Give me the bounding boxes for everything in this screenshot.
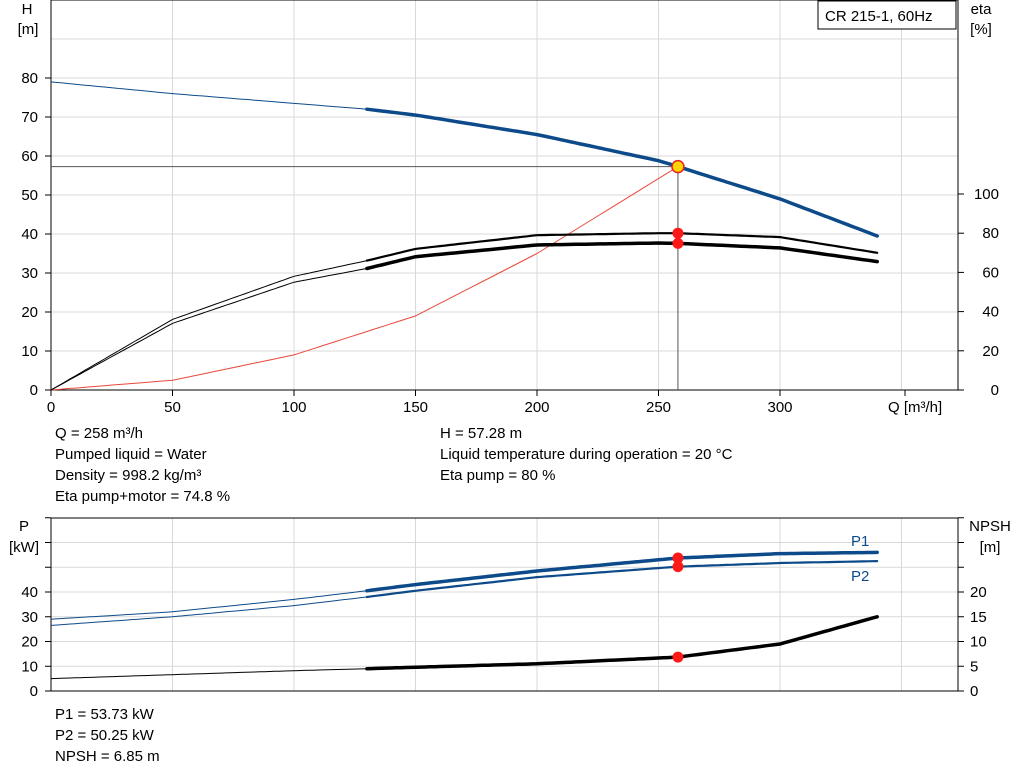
bottom-info: P1 = 53.73 kW P2 = 50.25 kW NPSH = 6.85 …: [55, 704, 160, 767]
info-p2: P2 = 50.25 kW: [55, 727, 154, 744]
top-right-tick-label: 100: [974, 186, 999, 203]
info-eta-pump: Eta pump = 80 %: [440, 467, 556, 484]
operating-point-marker: [672, 561, 684, 573]
operating-point-marker: [672, 227, 684, 239]
top-right-tick-label: 80: [982, 225, 999, 242]
bottom-left-tick-label: 40: [21, 584, 38, 601]
bottom-left-axis-label: P: [19, 518, 29, 535]
top-left-tick-label: 10: [21, 343, 38, 360]
top-left-axis-unit: [m]: [18, 21, 39, 38]
bottom-left-axis-unit: [kW]: [9, 539, 39, 556]
top-chart-grid: [51, 0, 958, 390]
bottom-left-tick-label: 20: [21, 634, 38, 651]
bottom-right-tick-label: 20: [970, 584, 987, 601]
top-info-left: Q = 258 m³/h Pumped liquid = Water Densi…: [55, 423, 230, 507]
marker-layer: [671, 159, 685, 663]
top-left-tick-label: 60: [21, 148, 38, 165]
npsh-curve: [365, 615, 879, 671]
npsh-curve-extrapolated: [50, 668, 367, 680]
info-pumped-liquid: Pumped liquid = Water: [55, 446, 207, 463]
x-tick-label: 50: [164, 399, 181, 416]
series-label-p2: P2: [851, 568, 869, 585]
eta-pump-curve-extrapolated: [50, 260, 368, 391]
operating-point-marker: [672, 651, 684, 663]
bottom-right-tick-label: 0: [970, 683, 978, 700]
bottom-left-tick-label: 30: [21, 609, 38, 626]
duty-point-marker: [671, 159, 685, 174]
p1-curve: [365, 550, 879, 593]
x-tick-label: 150: [403, 399, 428, 416]
x-axis-label: Q [m³/h]: [888, 399, 942, 416]
x-tick-label: 200: [524, 399, 549, 416]
bottom-left-tick-label: 0: [30, 683, 38, 700]
top-left-tick-label: 30: [21, 265, 38, 282]
info-npsh: NPSH = 6.85 m: [55, 748, 160, 765]
top-right-tick-label: 20: [982, 343, 999, 360]
p2-curve: [365, 560, 879, 599]
info-eta-pump-motor: Eta pump+motor = 74.8 %: [55, 488, 231, 505]
bottom-right-tick-label: 5: [970, 658, 978, 675]
eta-pump-curve: [365, 232, 879, 262]
bottom-chart-grid: [51, 518, 958, 691]
eta-pump-motor-curve: [365, 241, 879, 271]
top-left-axis-label: H: [22, 1, 33, 18]
top-info-right: H = 57.28 m Liquid temperature during op…: [440, 423, 732, 486]
x-tick-label: 300: [767, 399, 792, 416]
top-left-tick-label: 80: [21, 70, 38, 87]
bottom-right-tick-label: 10: [970, 634, 987, 651]
x-tick-label: 100: [281, 399, 306, 416]
head-curve: [365, 107, 879, 238]
p2-curve-extrapolated: [50, 596, 367, 626]
head-curve-extrapolated: [50, 81, 367, 110]
system-curve: [50, 166, 679, 391]
bottom-right-axis-label: NPSH: [969, 518, 1011, 535]
info-p1: P1 = 53.73 kW: [55, 706, 154, 723]
top-left-tick-label: 20: [21, 304, 38, 321]
legend-box-label: CR 215-1, 60Hz: [825, 8, 933, 25]
top-right-tick-label: 60: [982, 264, 999, 281]
info-density: Density = 998.2 kg/m³: [55, 467, 202, 484]
top-chart-ticks: 0 10 20 30 40 50 60 70 80 0 20 40 60 80 100 0 50 100 150 20…: [21, 70, 999, 416]
operating-point-marker: [672, 237, 684, 249]
bottom-left-tick-label: 10: [21, 658, 38, 675]
x-tick-label: 0: [47, 399, 55, 416]
top-left-tick-label: 50: [21, 187, 38, 204]
info-head: H = 57.28 m: [440, 425, 523, 442]
bottom-right-axis-unit: [m]: [980, 539, 1001, 556]
eta-pump-motor-curve-extrapolated: [50, 268, 367, 391]
info-liquid-temperature: Liquid temperature during operation = 20…: [440, 446, 733, 463]
series-label-p1: P1: [851, 533, 869, 550]
bottom-chart-ticks: 0 10 20 30 40 0 5 10 15 20: [21, 517, 987, 700]
bottom-right-tick-label: 15: [970, 609, 987, 626]
series-layer: [50, 81, 879, 680]
p1-curve-extrapolated: [50, 590, 367, 620]
top-right-tick-label: 0: [991, 382, 999, 399]
top-right-axis-unit: [%]: [970, 21, 992, 38]
top-right-axis-label: eta: [971, 1, 993, 18]
info-flow: Q = 258 m³/h: [55, 425, 143, 442]
top-left-tick-label: 40: [21, 226, 38, 243]
top-left-tick-label: 70: [21, 109, 38, 126]
operating-point-marker: [672, 552, 684, 564]
bottom-chart-frame: [50, 517, 959, 692]
x-tick-label: 250: [646, 399, 671, 416]
legend-box: [817, 0, 957, 30]
top-left-tick-label: 0: [30, 382, 38, 399]
top-right-tick-label: 40: [982, 304, 999, 321]
